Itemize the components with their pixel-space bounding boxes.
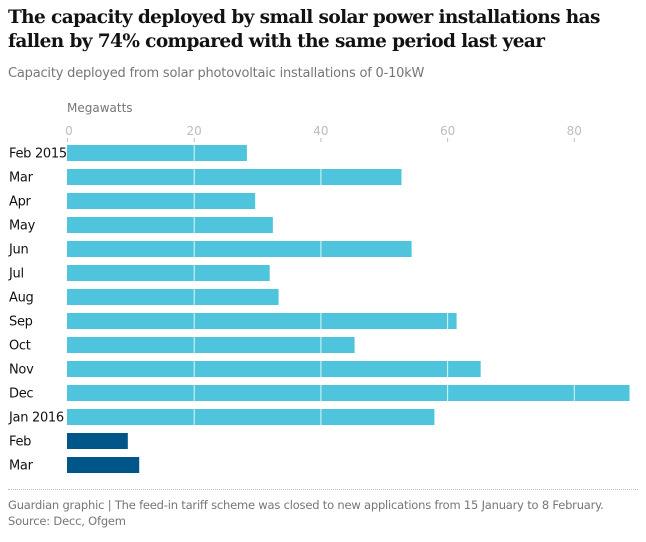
category-label: Feb 2015 — [9, 147, 67, 162]
bar — [67, 217, 273, 233]
bar — [67, 169, 402, 185]
bar — [67, 289, 279, 305]
category-labels: Feb 2015 Mar Apr May Jun Jul Aug Sep Oct Nov Dec Ja… — [8, 147, 67, 474]
category-label: Dec — [9, 387, 33, 402]
category-label: Mar — [9, 459, 34, 474]
axis-unit-label: Megawatts — [67, 101, 133, 115]
category-label: Feb — [9, 435, 31, 450]
x-tick-label: 80 — [567, 124, 582, 138]
x-tick-label: 20 — [187, 124, 202, 138]
bar — [67, 385, 630, 401]
category-label: Jun — [8, 243, 28, 258]
bar-chart: 0 20 40 60 80 Feb 2015 Mar Apr May Jun Jul Aug Sep O… — [8, 124, 630, 478]
category-label: Oct — [9, 339, 31, 354]
chart-subtitle: Capacity deployed from solar photovoltai… — [8, 66, 425, 81]
bar — [67, 337, 355, 353]
category-label: Mar — [9, 171, 34, 186]
bar — [67, 265, 270, 281]
bar — [67, 313, 457, 329]
x-axis-ticks: 0 20 40 60 80 — [65, 124, 582, 142]
bar — [67, 409, 435, 425]
category-label: Sep — [9, 315, 33, 330]
bar — [67, 457, 140, 473]
category-label: May — [9, 219, 36, 234]
gridlines — [193, 145, 575, 478]
bar — [67, 433, 128, 449]
bar — [67, 241, 412, 257]
bar — [67, 145, 247, 161]
category-label: Aug — [9, 291, 34, 306]
footer-divider — [8, 489, 638, 490]
category-label: Apr — [9, 195, 32, 210]
category-label: Nov — [9, 363, 34, 378]
chart-title: The capacity deployed by small solar pow… — [8, 7, 600, 52]
footer-source: Guardian graphic | The feed-in tariff sc… — [8, 498, 604, 528]
x-tick-label: 60 — [440, 124, 455, 138]
x-tick-label: 40 — [313, 124, 328, 138]
x-tick-label: 0 — [65, 124, 73, 138]
category-label: Jul — [8, 267, 24, 282]
bars — [67, 145, 630, 473]
bar — [67, 361, 481, 377]
bar — [67, 193, 256, 209]
category-label: Jan 2016 — [8, 411, 64, 426]
